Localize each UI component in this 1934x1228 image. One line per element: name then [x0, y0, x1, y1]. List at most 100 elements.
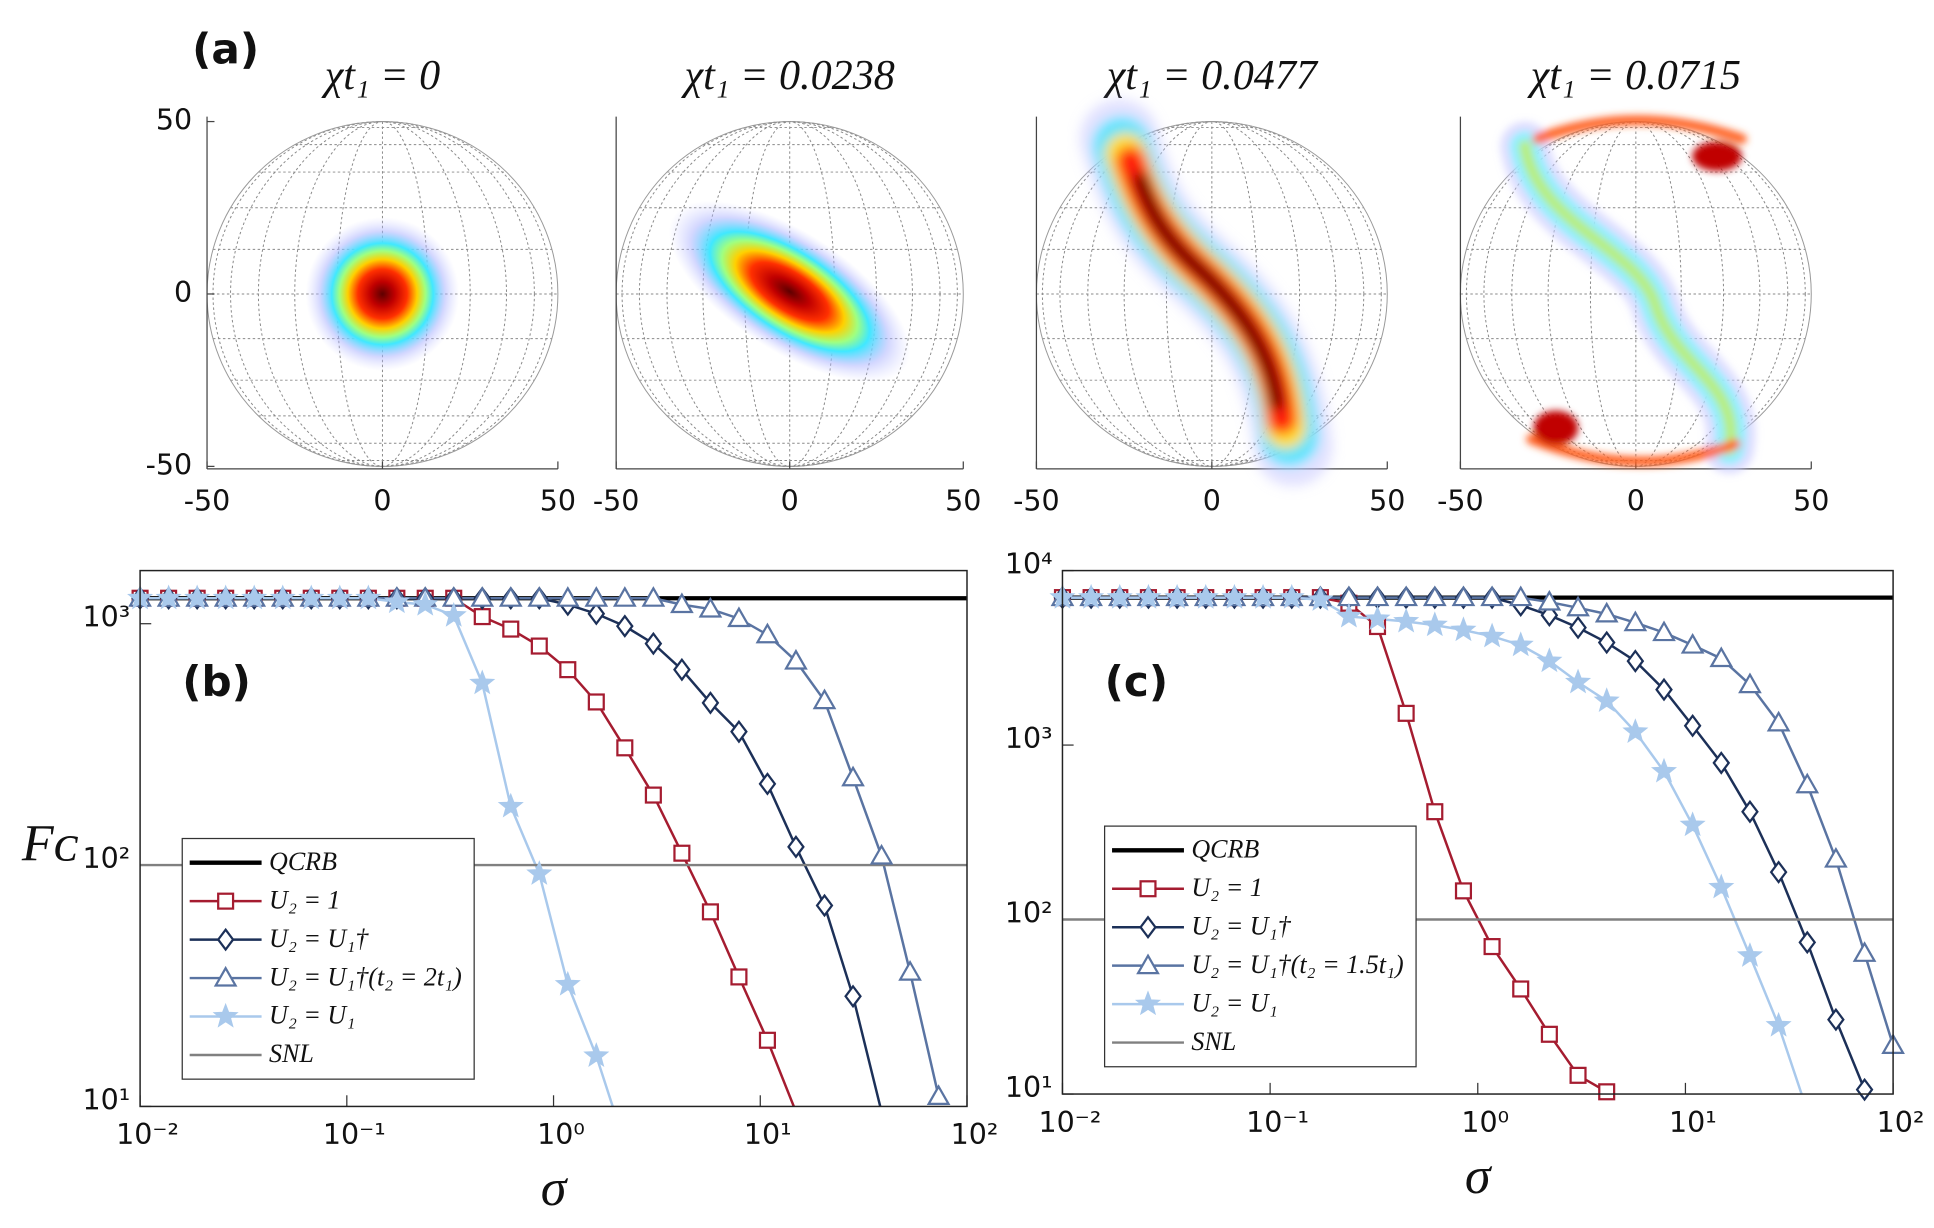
marker [530, 637, 548, 655]
marker [498, 586, 523, 607]
distributions [305, 99, 1756, 487]
x-tick-label: 0 [1627, 484, 1645, 517]
legend-label: SNL [1191, 1027, 1236, 1056]
marker [184, 584, 211, 610]
y-tick-label: 10² [82, 842, 130, 875]
marker [1712, 751, 1731, 775]
distribution [668, 200, 911, 383]
marker [555, 586, 580, 607]
marker [269, 584, 296, 610]
panel-label: (b) [182, 657, 251, 706]
marker [1512, 980, 1530, 998]
marker [1679, 811, 1706, 837]
marker [758, 772, 777, 796]
marker [554, 970, 581, 996]
markers [1049, 583, 1905, 1102]
marker [844, 984, 862, 1009]
marker [1565, 668, 1592, 694]
x-axis-label: σ [1465, 1148, 1493, 1205]
marker [1766, 710, 1791, 732]
marker [469, 669, 496, 695]
y-tick-label: 10² [1005, 897, 1053, 930]
marker [612, 586, 637, 607]
x-tick-label: 10² [1877, 1106, 1925, 1139]
legend-label: SNL [269, 1039, 314, 1068]
marker [815, 893, 834, 918]
marker [898, 959, 922, 981]
y-tick-label: 10⁴ [1005, 548, 1053, 581]
marker [1422, 585, 1447, 607]
marker [1566, 595, 1590, 617]
x-tick-label: 10⁰ [1461, 1106, 1509, 1139]
marker [1106, 583, 1133, 609]
y-tick-label: -50 [146, 448, 193, 481]
marker [1537, 589, 1562, 611]
marker [559, 661, 577, 679]
legend-label: U₂ = U₁† [269, 924, 369, 953]
marker [1307, 586, 1334, 611]
marker [1594, 601, 1619, 623]
marker [584, 586, 609, 607]
marker [1393, 607, 1420, 633]
axes-box [139, 569, 968, 1108]
marker [470, 586, 495, 607]
marker [1798, 930, 1817, 955]
marker [755, 622, 780, 644]
marker [1250, 583, 1277, 609]
panel-label: (c) [1105, 657, 1169, 706]
x-tick-label: 50 [945, 484, 981, 517]
marker [212, 584, 239, 610]
x-tick-label: 10⁻¹ [323, 1118, 386, 1151]
x-tick-label: -50 [593, 484, 640, 517]
legend-label: U₂ = U₁ [1191, 988, 1277, 1017]
marker [1652, 620, 1676, 642]
marker [1335, 602, 1362, 628]
marker [355, 584, 382, 610]
marker [1426, 803, 1444, 821]
marker [1139, 880, 1157, 898]
marker [1598, 1083, 1616, 1101]
legend-box [181, 837, 475, 1080]
marker [1364, 605, 1391, 631]
marker [1421, 611, 1448, 637]
chart-title: χt₁ = 0.0238 [681, 52, 895, 99]
marker [1451, 585, 1476, 607]
marker [1278, 583, 1305, 609]
marker [326, 584, 353, 610]
marker [869, 843, 894, 865]
legend-label: U₂ = U₁ [269, 1001, 355, 1030]
x-tick-label: 10⁻² [116, 1118, 179, 1151]
chart-title: χt₁ = 0 [321, 52, 440, 99]
marker [701, 903, 719, 921]
marker [1479, 622, 1506, 648]
marker [1192, 583, 1219, 609]
x-tick-label: 10⁻² [1039, 1106, 1102, 1139]
marker [1738, 672, 1762, 694]
marker [1569, 615, 1587, 640]
y-tick-label: 10¹ [1005, 1071, 1053, 1104]
legend-label: QCRB [269, 847, 337, 876]
y-tick-label: 10³ [82, 601, 130, 634]
marker [616, 739, 634, 757]
legend-label: U₂ = 1 [1191, 873, 1262, 902]
marker [1394, 585, 1419, 607]
y-tick-label: 50 [156, 104, 192, 137]
marker [1139, 915, 1157, 939]
marker [727, 606, 751, 628]
marker [1741, 799, 1759, 824]
y-axis-label: Fᴄ [21, 815, 79, 872]
marker [784, 648, 808, 670]
marker [497, 792, 524, 818]
distribution [305, 217, 460, 371]
legend-label: U₂ = U₁†(t₂ = 2t₁) [269, 962, 462, 991]
marker [730, 719, 748, 744]
legend-label: U₂ = 1 [269, 885, 340, 914]
marker [1736, 942, 1763, 967]
marker [1626, 649, 1645, 673]
marker [241, 584, 268, 610]
marker [1622, 718, 1649, 743]
marker [1569, 1066, 1587, 1084]
marker [758, 1031, 776, 1049]
axes-box [1061, 569, 1894, 1095]
